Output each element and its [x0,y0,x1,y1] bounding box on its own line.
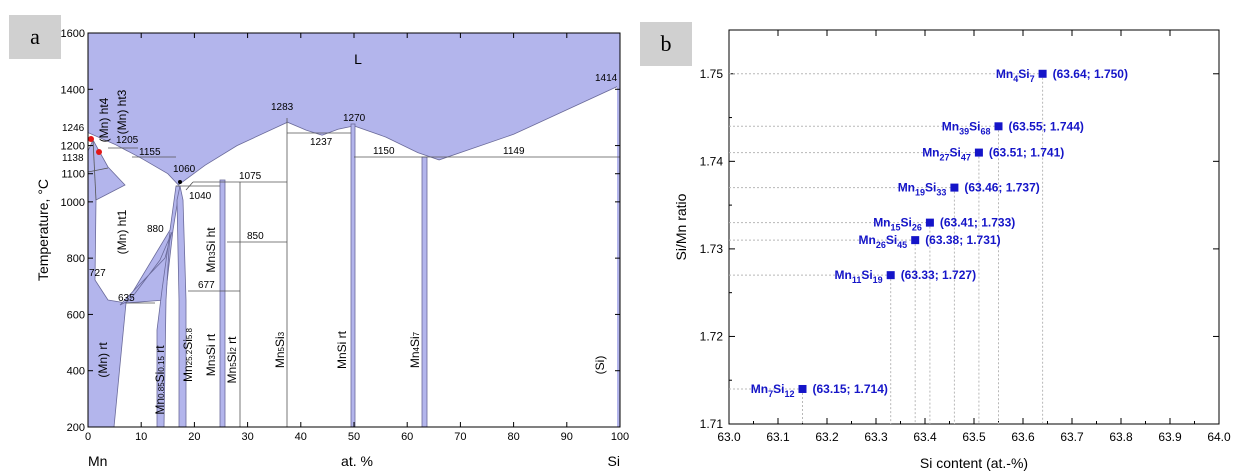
phase-label-mn5si3: Mn5Si3 [273,331,287,368]
temp-label-1237: 1237 [310,137,333,148]
y-tick-label-a: 1400 [61,84,85,96]
phase-label-mn-ht3: (Mn) ht3 [115,89,129,134]
phase-regions [88,33,620,427]
si-edge-region [617,84,620,427]
phase-strip-63 [421,156,428,427]
red-point-upper [88,136,94,142]
temp-label-1150: 1150 [373,146,395,157]
phase-label-mnsi-rt: MnSi rt [335,330,349,369]
x-axis-label-a: at. % [341,453,373,469]
temp-label-1075: 1075 [239,171,262,182]
y-tick-label-a: 400 [67,366,85,378]
temp-label-1138: 1138 [62,153,84,164]
temp-label-677: 677 [198,280,215,291]
panel-a-tag: a [9,15,61,59]
temp-label-880: 880 [147,224,164,235]
x-tick-label-a: 100 [611,431,629,443]
panel-b-tag: b [640,22,692,66]
y-axis-label-a: Temperature, °C [35,179,51,281]
x-tick-label-a: 30 [241,431,253,443]
phase-label-mn3si-rt: Mn3Si rt [204,333,218,376]
x-tick-label-a: 10 [135,431,147,443]
phase-label-mn5si2-rt: Mn5Si2 rt [225,336,239,384]
y-tick-label-a: 1000 [61,197,85,209]
phase-strip-50 [350,123,356,427]
y-tick-label-a: 800 [67,253,85,265]
mn-wedge-region [119,231,173,306]
x-tick-label-a: 90 [561,431,573,443]
y-tick-label-a: 600 [67,309,85,321]
x-tick-label-a: 50 [348,431,360,443]
phase-label-mn3si-ht: Mn3Si ht [204,227,218,273]
y-tick-label-a: 1100 [61,169,85,181]
phase-label-x14: Mn0.85Si0.15 rt [153,345,167,415]
temp-label-1060: 1060 [173,164,196,175]
temperature-labels: 1414 1283 1270 1237 1246 1205 1155 1138 … [62,73,618,304]
phase-label-x18: Mn25.2Si5.8 [181,327,195,382]
phase-strip-25 [219,179,226,427]
temp-label-1149: 1149 [503,146,525,157]
x-end-label-mn: Mn [88,453,107,469]
temp-label-1414: 1414 [595,73,618,84]
invariant-lines [87,118,620,427]
temp-label-1040: 1040 [189,191,212,202]
eutectic-point [178,180,182,184]
phase-label-mn-ht1: (Mn) ht1 [115,209,129,254]
phase-label-mn4si7: Mn4Si7 [408,331,422,368]
x-tick-label-a: 70 [454,431,466,443]
temp-label-635: 635 [118,293,135,304]
y-tick-label-a: 1200 [61,141,85,153]
x-end-label-si: Si [608,453,620,469]
x-tick-label-a: 20 [188,431,200,443]
phase-strip-18 [176,185,187,427]
x-tick-label-a: 40 [295,431,307,443]
x-tick-label-a: 60 [401,431,413,443]
temp-label-850: 850 [247,231,264,242]
temp-label-1155: 1155 [139,147,161,158]
temp-label-1205: 1205 [116,135,139,146]
phase-label-si: (Si) [593,356,607,375]
temp-label-1283: 1283 [271,102,294,113]
phase-strip-14 [156,231,171,427]
temp-label-1246: 1246 [62,123,85,134]
temp-label-1270: 1270 [343,113,366,124]
red-point-lower [96,149,102,155]
y-tick-label-a: 1600 [61,28,85,40]
x-tick-label-a: 0 [85,431,91,443]
phase-label-mn-ht4: (Mn) ht4 [97,97,111,142]
phase-label-mn-rt: (Mn) rt [96,342,110,378]
y-tick-label-a: 200 [67,422,85,434]
phase-labels: (Mn) ht4 (Mn) ht3 (Mn) ht1 (Mn) rt Mn0.8… [96,89,607,414]
liquid-label: L [354,51,362,67]
temp-label-727: 727 [89,268,106,279]
x-tick-label-a: 80 [507,431,519,443]
axis-ticks-a: 0 10 20 30 40 50 60 70 80 90 100 200 400 600 800 1000 11… [61,28,630,443]
